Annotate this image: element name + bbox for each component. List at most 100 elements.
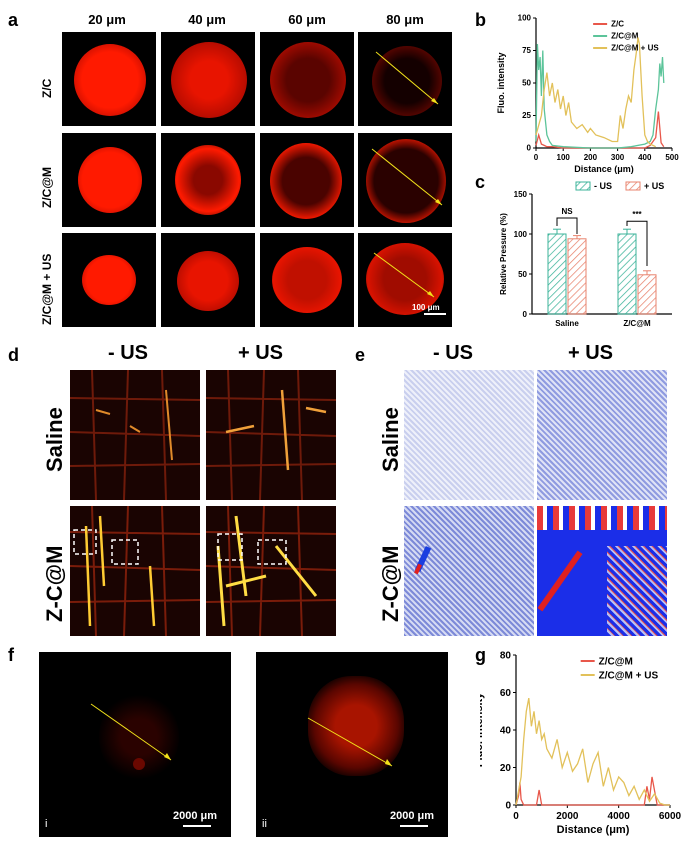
fluorescence-image-ii: ii 2000 μm: [256, 652, 448, 837]
vessel-image-zcm-plus-us: [206, 506, 336, 636]
panel-label-c: c: [475, 172, 486, 192]
x-tick-label: 500: [665, 153, 679, 162]
row-label-zcm: Z-C@M: [42, 545, 67, 622]
micrograph-zcm-us-80um: 100 μm: [358, 233, 452, 327]
x-axis-label: Distance (μm): [574, 164, 634, 174]
col-header-plus-us: + US: [568, 342, 614, 364]
ultrasound-image-zcm-minus-us: [404, 506, 534, 636]
x-tick-label: Saline: [555, 319, 579, 328]
legend-label: Z/C@M: [611, 32, 639, 41]
panel-label-d: d: [8, 345, 19, 365]
y-tick-label: 20: [500, 763, 512, 774]
scale-bar: [183, 825, 211, 827]
row-label-zcm: Z-C@M: [378, 545, 403, 622]
y-tick-label: 100: [518, 14, 532, 23]
vessel-image-zcm-minus-us: [70, 506, 200, 636]
x-tick-label: 2000: [556, 811, 579, 822]
x-tick-label: Z/C@M: [623, 319, 651, 328]
x-tick-label: 200: [584, 153, 598, 162]
col-header-minus-us: - US: [433, 342, 473, 364]
row-label-zc: Z/C: [40, 78, 54, 98]
panel-label-b: b: [475, 10, 486, 30]
scale-bar: [424, 313, 446, 315]
y-axis-label: Fluo. intensity: [496, 52, 506, 113]
y-tick-label: 150: [514, 190, 528, 199]
y-tick-label: 60: [500, 688, 512, 699]
y-tick-label: 40: [500, 725, 512, 736]
row-label-zcm-us: Z/C@M + US: [40, 253, 54, 325]
legend-swatch: [575, 181, 591, 191]
col-header-minus-us: - US: [108, 342, 148, 364]
micrograph-zcm-us-20um: [62, 233, 156, 327]
micrograph-zcm-us-40um: [161, 233, 255, 327]
bar: [567, 238, 587, 315]
scale-bar-label: 100 μm: [412, 303, 440, 312]
y-tick-label: 100: [514, 230, 528, 239]
chart-b: 0 25 50 75 100 0 100 200 300 400 500 Distance (μm) F…: [496, 14, 679, 174]
col-header-20um: 20 μm: [88, 12, 126, 27]
scale-bar-label: 2000 μm: [173, 810, 218, 822]
chart-g: 0 20 40 60 80 0 2000 4000 6000 Distance (μm) Fluo.…: [480, 650, 682, 836]
bar: [637, 274, 657, 315]
micrograph-zc-40um: [161, 32, 255, 126]
vessel-image-saline-plus-us: [206, 370, 336, 500]
x-tick-label: 6000: [659, 811, 682, 822]
x-tick-label: 0: [513, 811, 519, 822]
y-tick-label: 25: [522, 111, 531, 120]
micrograph-zcm-60um: [260, 133, 354, 227]
y-tick-label: 0: [527, 144, 532, 153]
y-tick-label: 80: [500, 650, 512, 661]
y-tick-label: 50: [522, 79, 531, 88]
col-header-plus-us: + US: [238, 342, 284, 364]
panel-label-e: e: [355, 345, 366, 365]
x-tick-label: 4000: [608, 811, 631, 822]
row-label-saline: Saline: [378, 407, 403, 472]
x-tick-label: 300: [611, 153, 625, 162]
x-tick-label: 400: [638, 153, 652, 162]
col-header-80um: 80 μm: [386, 12, 424, 27]
line-profile-arrow-icon: [371, 148, 443, 206]
micrograph-zc-20um: [62, 32, 156, 126]
significance-label: ***: [632, 210, 642, 219]
legend-label: Z/C: [611, 20, 624, 29]
legend-label: Z/C@M: [599, 656, 633, 667]
significance-label: NS: [561, 207, 573, 216]
y-tick-label: 0: [523, 310, 528, 319]
panel-label-a: a: [8, 10, 19, 30]
col-header-40um: 40 μm: [188, 12, 226, 27]
ultrasound-image-zcm-plus-us: [537, 506, 667, 636]
x-tick-label: 0: [534, 153, 539, 162]
x-axis-label: Distance (μm): [557, 824, 630, 836]
micrograph-zcm-40um: [161, 133, 255, 227]
scale-bar-label: 2000 μm: [390, 810, 435, 822]
line-profile-arrow-icon: [375, 51, 439, 105]
significance-bracket: [626, 220, 648, 266]
row-label-saline: Saline: [42, 407, 67, 472]
y-tick-label: 75: [522, 46, 531, 55]
micrograph-zcm-20um: [62, 133, 156, 227]
bar: [547, 233, 567, 315]
legend-label: Z/C@M + US: [599, 670, 659, 681]
legend-label: + US: [644, 181, 664, 191]
bar: [617, 233, 637, 315]
significance-bracket: [556, 217, 578, 234]
chart-c: 0 50 100 150 Relative Pressure (%) Saline NS Z/…: [499, 181, 672, 328]
micrograph-zc-80um: [358, 32, 452, 126]
panel-sub-label-ii: ii: [262, 818, 267, 830]
line-profile-arrow-icon: [90, 703, 172, 761]
series-line-1: [535, 43, 665, 149]
panel-label-f: f: [8, 645, 14, 665]
panel-sub-label-i: i: [45, 818, 48, 830]
line-profile-arrow-icon: [307, 717, 393, 767]
y-axis-label: Relative Pressure (%): [499, 213, 508, 295]
line-profile-arrow-icon: [373, 252, 435, 298]
col-header-60um: 60 μm: [288, 12, 326, 27]
micrograph-zcm-80um: [358, 133, 452, 227]
y-tick-label: 50: [518, 270, 527, 279]
y-axis-label: Fluo. intensity: [480, 692, 485, 767]
fluorescence-image-i: i 2000 μm: [39, 652, 231, 837]
y-tick-label: 0: [505, 800, 511, 811]
ultrasound-image-saline-minus-us: [404, 370, 534, 500]
series-line-0: [515, 776, 670, 806]
micrograph-zc-60um: [260, 32, 354, 126]
